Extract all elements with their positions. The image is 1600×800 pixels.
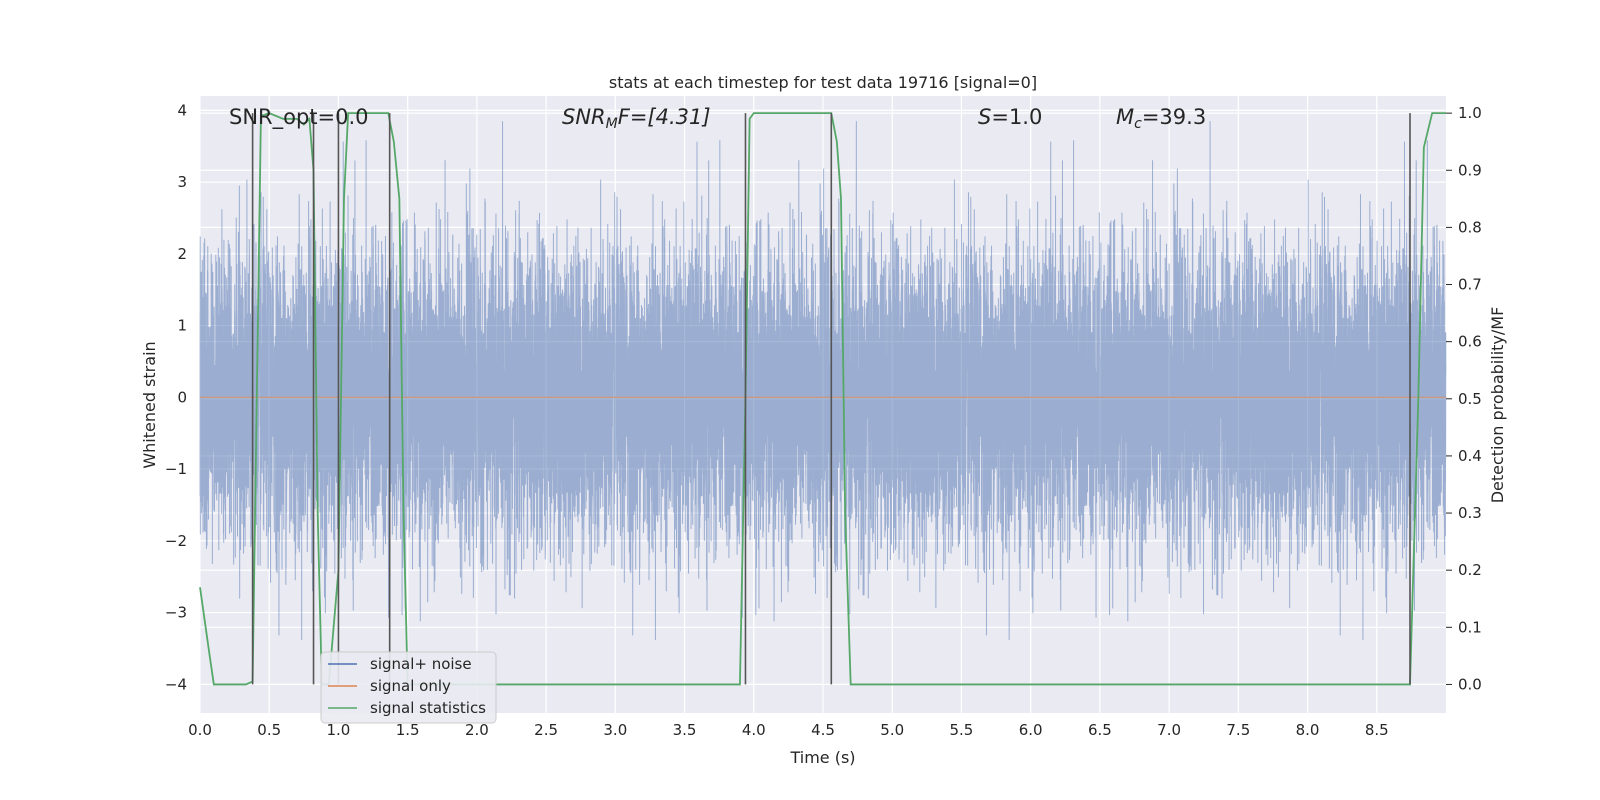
y-left-tick-label: 0 xyxy=(177,388,187,406)
y-right-axis-ticks: 1.0 0.9 0.8 0.7 0.6 0.5 0.4 0.3 0.2 0.1 0.0 xyxy=(1446,104,1482,693)
signal-statistics-line xyxy=(199,112,1446,686)
y-left-tick-label: 2 xyxy=(177,245,187,263)
x-tick-label: 2.5 xyxy=(534,721,558,739)
y-right-axis-title: Detection probability/MF xyxy=(1488,307,1507,504)
y-right-tick-label: 0.7 xyxy=(1458,276,1482,294)
x-axis-ticks: 0.0 0.5 1.0 1.5 2.0 2.5 3.0 3.5 4.0 4.5 5.0 5.5 6.0 6… xyxy=(188,721,1389,739)
y-right-tick-label: 0.4 xyxy=(1458,447,1482,465)
legend-box xyxy=(320,651,497,724)
x-tick-label: 1.5 xyxy=(396,721,420,739)
y-left-tick-label: −2 xyxy=(165,532,187,550)
annotation-mc: Mc=39.3 xyxy=(1116,105,1206,132)
annotation-snr-mf-value: F=[4.31] xyxy=(618,105,711,129)
y-left-tick-label: 3 xyxy=(177,173,187,191)
x-tick-label: 6.0 xyxy=(1019,721,1043,739)
annotation-s: S=1.0 xyxy=(978,105,1042,129)
y-left-tick-label: −3 xyxy=(165,604,187,622)
x-tick-label: 5.0 xyxy=(880,721,904,739)
y-left-tick-label: 4 xyxy=(177,101,187,119)
vertical-markers xyxy=(251,113,1411,685)
signal-noise-series xyxy=(199,121,1447,640)
legend-label-signal-statistics: signal statistics xyxy=(370,699,486,717)
y-right-tick-label: 1.0 xyxy=(1458,104,1482,122)
x-tick-label: 0.5 xyxy=(257,721,281,739)
x-tick-label: 5.5 xyxy=(950,721,974,739)
annotation-snr-opt: SNR_opt=0.0 xyxy=(229,105,369,130)
legend-label-signal-noise: signal+ noise xyxy=(370,655,472,673)
legend-label-signal-only: signal only xyxy=(370,677,451,695)
x-tick-label: 0.0 xyxy=(188,721,212,739)
y-left-tick-label: 1 xyxy=(177,317,187,335)
x-tick-label: 1.0 xyxy=(327,721,351,739)
x-tick-label: 4.5 xyxy=(811,721,835,739)
x-tick-label: 6.5 xyxy=(1088,721,1112,739)
y-right-tick-label: 0.6 xyxy=(1458,333,1482,351)
y-left-axis-title: Whitened strain xyxy=(140,341,159,468)
annotation-mc-symbol: M xyxy=(1116,105,1134,129)
annotation-mc-value: =39.3 xyxy=(1142,105,1206,129)
x-tick-label: 7.5 xyxy=(1226,721,1250,739)
y-right-tick-label: 0.0 xyxy=(1458,675,1482,693)
y-right-tick-label: 0.1 xyxy=(1458,618,1482,636)
annotation-snr-mf-subscript: M xyxy=(606,116,618,132)
annotation-snr-mf-symbol: SNR xyxy=(562,105,606,129)
y-left-tick-label: −4 xyxy=(165,675,187,693)
x-tick-label: 3.0 xyxy=(603,721,627,739)
annotation-s-value: =1.0 xyxy=(991,105,1042,129)
y-right-tick-label: 0.5 xyxy=(1458,390,1482,408)
x-tick-label: 4.0 xyxy=(742,721,766,739)
x-axis-title: Time (s) xyxy=(789,748,855,767)
y-right-tick-label: 0.9 xyxy=(1458,161,1482,179)
y-left-axis-ticks: 4 3 2 1 0 −1 −2 −3 −4 xyxy=(165,101,187,693)
x-tick-label: 7.0 xyxy=(1157,721,1181,739)
annotation-snr-mf: SNRMF=[4.31] xyxy=(562,105,711,132)
x-tick-label: 3.5 xyxy=(673,721,697,739)
signal-statistics-series xyxy=(199,112,1446,686)
annotation-mc-subscript: c xyxy=(1134,116,1142,132)
chart-title: stats at each timestep for test data 197… xyxy=(609,73,1037,92)
x-tick-label: 8.0 xyxy=(1296,721,1320,739)
annotation-s-symbol: S xyxy=(978,105,991,129)
signal-noise-line xyxy=(199,121,1447,640)
x-tick-label: 8.5 xyxy=(1365,721,1389,739)
legend: signal+ noise signal only signal statist… xyxy=(320,651,497,724)
y-right-tick-label: 0.8 xyxy=(1458,218,1482,236)
y-right-tick-label: 0.3 xyxy=(1458,504,1482,522)
y-left-tick-label: −1 xyxy=(165,460,187,478)
x-tick-label: 2.0 xyxy=(465,721,489,739)
y-right-tick-label: 0.2 xyxy=(1458,561,1482,579)
